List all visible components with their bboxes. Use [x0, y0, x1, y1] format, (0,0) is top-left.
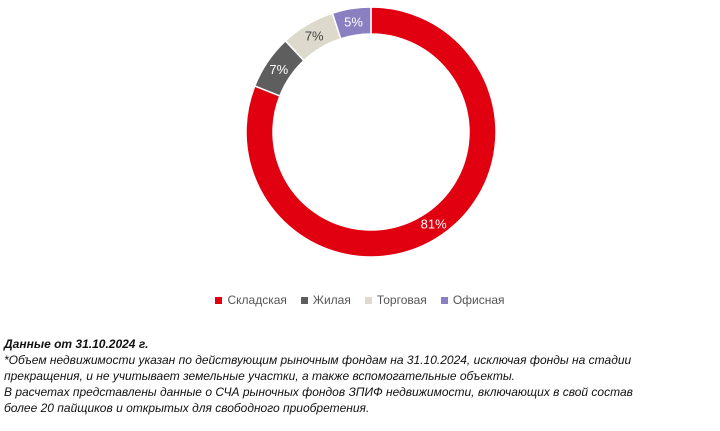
footnote-line-3: В расчетах представлены данные о СЧА рын… — [4, 385, 633, 399]
legend-item-residential: Жилая — [300, 293, 351, 307]
slice-label-warehouse: 81% — [421, 217, 447, 232]
legend-item-office: Офисная — [440, 293, 505, 307]
legend-label: Офисная — [452, 293, 505, 307]
legend-label: Складская — [227, 293, 287, 307]
slice-label-retail: 7% — [305, 29, 324, 44]
slice-office — [331, 6, 372, 40]
slice-label-residential: 7% — [269, 62, 288, 77]
legend-swatch — [300, 296, 308, 304]
legend-label: Жилая — [312, 293, 351, 307]
chart-legend: Складская Жилая Торговая Офисная — [0, 292, 720, 308]
donut-chart: 81% 7% 7% 5% — [245, 6, 497, 258]
legend-swatch — [364, 296, 372, 304]
footnote-line-1: *Объем недвижимости указан по действующи… — [4, 353, 632, 367]
slice-warehouse — [245, 6, 497, 258]
footnote-line-2: прекращения, и не учитывает земельные уч… — [4, 369, 515, 383]
slice-label-office: 5% — [344, 14, 363, 29]
footnote-line-4: более 20 пайщиков и открытых для свободн… — [4, 401, 370, 415]
legend-item-retail: Торговая — [364, 293, 427, 307]
legend-swatch — [440, 296, 448, 304]
legend-item-warehouse: Складская — [215, 293, 287, 307]
data-date-note: Данные от 31.10.2024 г. — [4, 337, 149, 351]
legend-swatch — [215, 296, 223, 304]
footnotes: Данные от 31.10.2024 г. *Объем недвижимо… — [4, 336, 718, 416]
legend-label: Торговая — [376, 293, 427, 307]
